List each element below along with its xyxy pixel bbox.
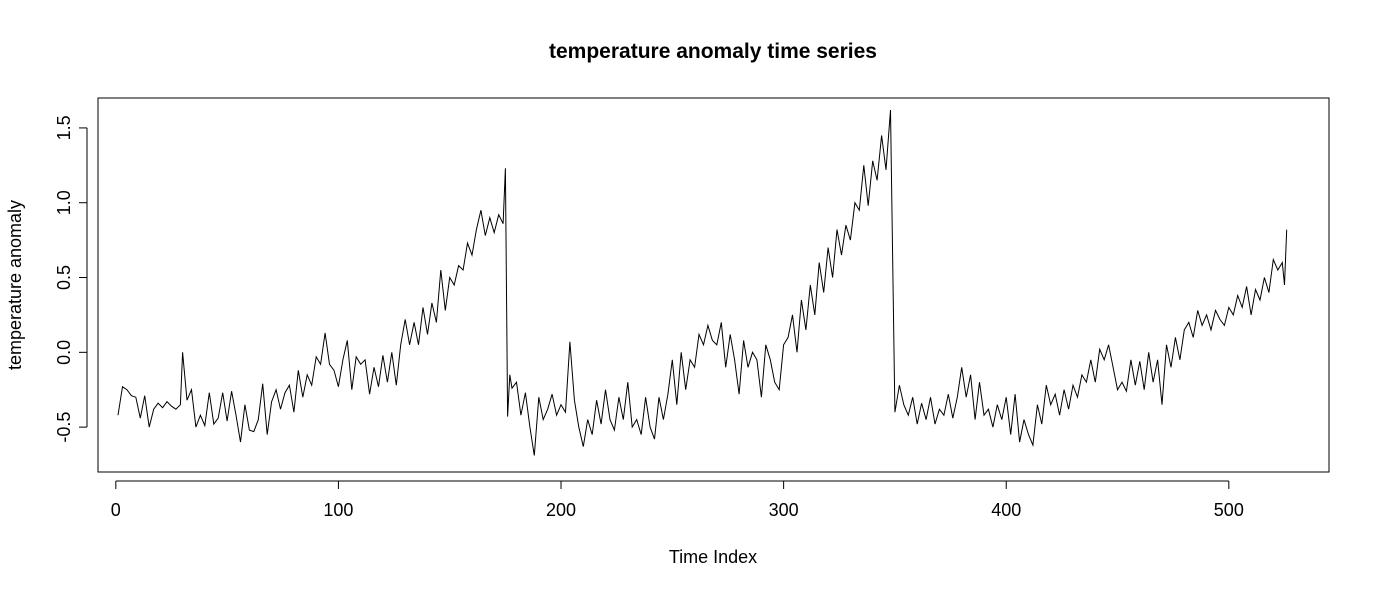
- x-tick-label: 500: [1214, 500, 1244, 520]
- x-tick-label: 300: [769, 500, 799, 520]
- y-tick-label: 1.5: [54, 115, 74, 140]
- y-axis-label: temperature anomaly: [5, 200, 25, 370]
- y-tick-label: 0.0: [54, 340, 74, 365]
- x-tick-label: 100: [323, 500, 353, 520]
- y-tick-label: -0.5: [54, 412, 74, 443]
- x-axis: 0 100 200 300 400 500: [111, 480, 1244, 520]
- temperature-series-line: [117, 109, 1288, 456]
- y-tick-label: 0.5: [54, 265, 74, 290]
- y-axis: -0.5 0.0 0.5 1.0 1.5: [54, 115, 88, 443]
- plot-area-border: [97, 97, 1330, 473]
- x-tick-label: 200: [546, 500, 576, 520]
- y-tick-label: 1.0: [54, 190, 74, 215]
- chart-title: temperature anomaly time series: [549, 40, 877, 63]
- x-tick-label: 400: [991, 500, 1021, 520]
- x-tick-label: 0: [111, 500, 121, 520]
- x-axis-label: Time Index: [669, 547, 757, 567]
